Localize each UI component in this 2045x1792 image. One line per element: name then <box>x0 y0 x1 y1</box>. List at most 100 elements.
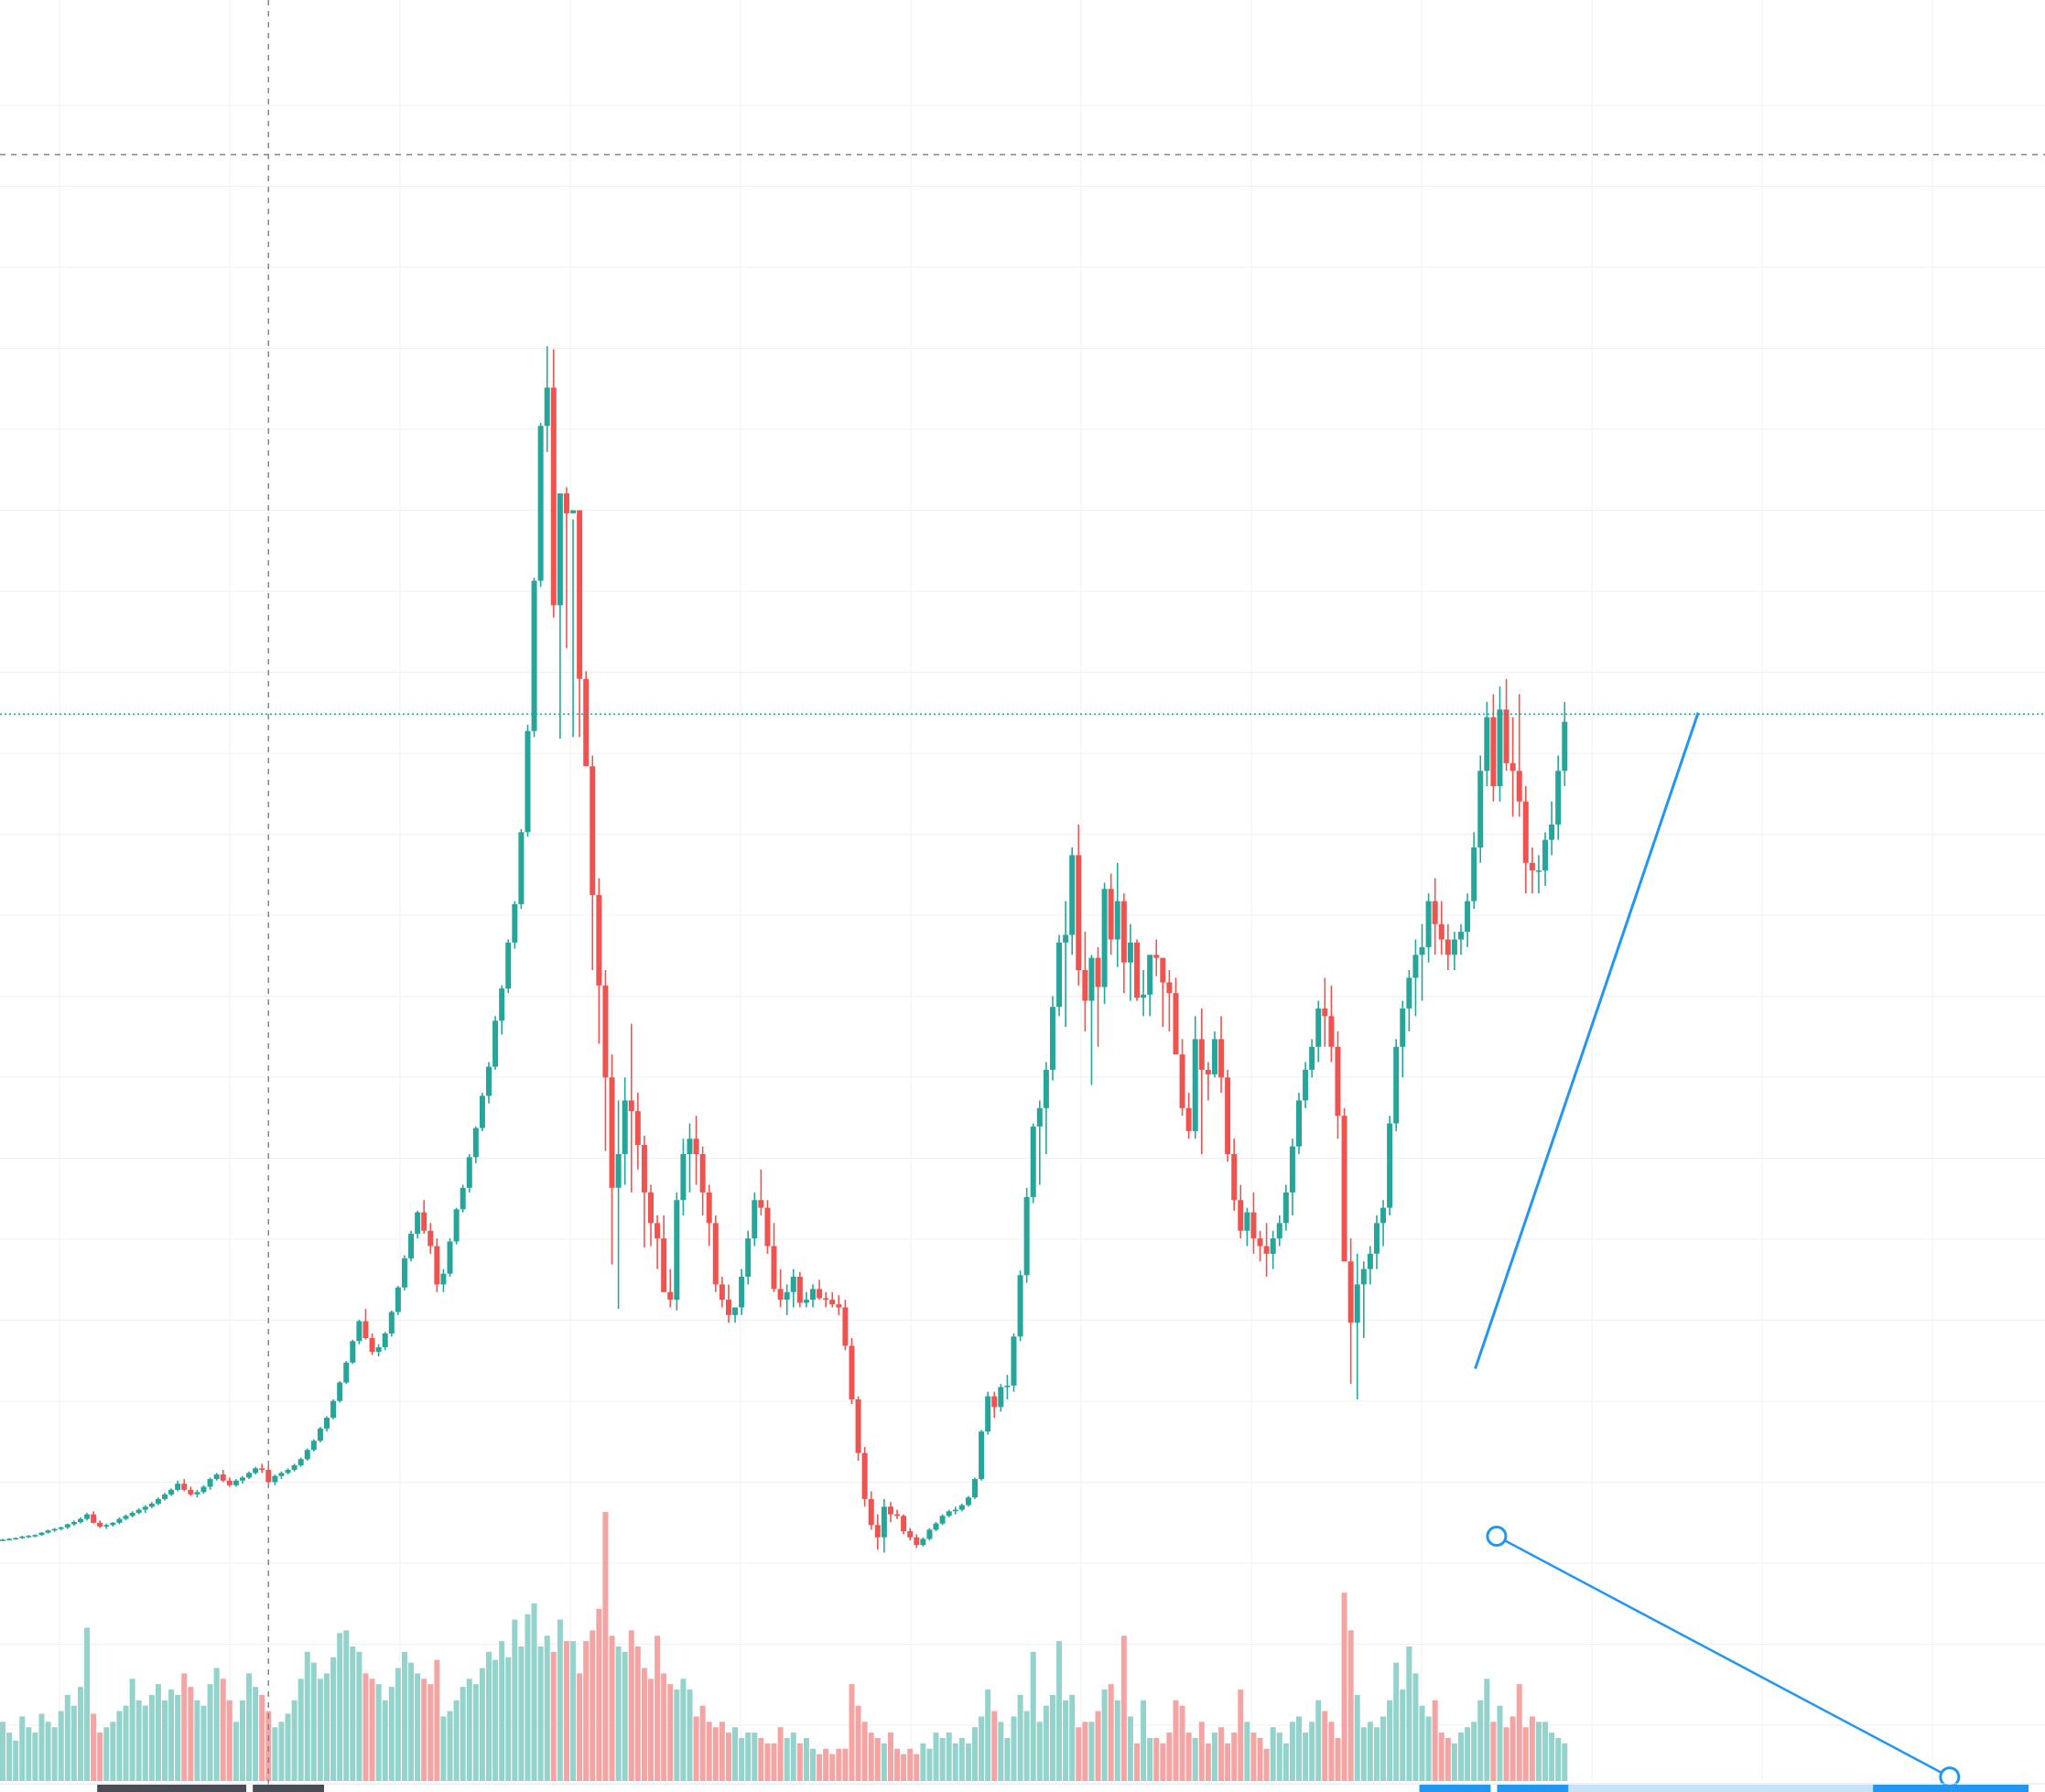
candle[interactable] <box>77 1517 83 1524</box>
candle[interactable] <box>421 1200 427 1235</box>
candle[interactable] <box>1049 996 1055 1081</box>
candle[interactable] <box>615 1100 622 1310</box>
candle[interactable] <box>764 1200 771 1254</box>
candle[interactable] <box>1088 955 1095 1085</box>
candle[interactable] <box>958 1503 965 1512</box>
candle[interactable] <box>304 1448 310 1461</box>
candle[interactable] <box>836 1295 842 1315</box>
candle[interactable] <box>894 1509 901 1519</box>
candle[interactable] <box>1438 901 1444 955</box>
candle[interactable] <box>285 1468 291 1475</box>
candle[interactable] <box>401 1255 407 1291</box>
candle[interactable] <box>790 1268 796 1308</box>
candle[interactable] <box>259 1463 265 1474</box>
candle[interactable] <box>0 1538 5 1541</box>
candle[interactable] <box>706 1184 712 1247</box>
candle[interactable] <box>544 346 550 452</box>
candle[interactable] <box>51 1528 58 1532</box>
candle[interactable] <box>570 510 577 738</box>
candle[interactable] <box>1412 939 1419 1017</box>
candle[interactable] <box>84 1512 91 1521</box>
trendline-price[interactable] <box>1474 712 1700 1369</box>
candle[interactable] <box>907 1528 914 1541</box>
candle[interactable] <box>752 1192 758 1247</box>
candle[interactable] <box>849 1338 855 1405</box>
candle[interactable] <box>1030 1123 1036 1204</box>
candle[interactable] <box>823 1291 829 1308</box>
candle[interactable] <box>1153 939 1160 977</box>
candle[interactable] <box>45 1529 51 1534</box>
candle[interactable] <box>1535 855 1542 894</box>
candle[interactable] <box>855 1396 861 1461</box>
candle[interactable] <box>1095 946 1101 1047</box>
candle[interactable] <box>641 1135 647 1248</box>
candle[interactable] <box>926 1528 933 1541</box>
candle[interactable] <box>1173 977 1179 1055</box>
candle[interactable] <box>622 1077 628 1185</box>
candle[interactable] <box>1238 1184 1244 1239</box>
candle[interactable] <box>1244 1207 1250 1247</box>
trendline-volume[interactable] <box>1496 1535 1951 1778</box>
trendline-handle-start[interactable] <box>1486 1525 1508 1547</box>
candle[interactable] <box>317 1427 323 1442</box>
candle[interactable] <box>1198 1008 1205 1154</box>
candle[interactable] <box>661 1215 667 1292</box>
time-axis-range-marker[interactable] <box>1873 1785 1952 1792</box>
candle[interactable] <box>557 493 563 739</box>
candle[interactable] <box>1303 1062 1309 1108</box>
candle[interactable] <box>1542 832 1549 886</box>
candle[interactable] <box>914 1534 920 1549</box>
candle[interactable] <box>369 1333 375 1355</box>
candle[interactable] <box>1425 893 1432 963</box>
candle[interactable] <box>181 1479 188 1492</box>
candle[interactable] <box>1043 1062 1049 1155</box>
candle[interactable] <box>1419 923 1425 1001</box>
candle[interactable] <box>1484 701 1490 786</box>
candle[interactable] <box>699 1146 706 1215</box>
candle[interactable] <box>188 1486 194 1496</box>
candle[interactable] <box>1192 1016 1198 1139</box>
candle[interactable] <box>1185 1093 1192 1139</box>
candle[interactable] <box>1225 1069 1231 1162</box>
candle[interactable] <box>1056 934 1063 1017</box>
candle[interactable] <box>58 1527 64 1531</box>
candle[interactable] <box>226 1477 233 1487</box>
candle[interactable] <box>1477 755 1484 863</box>
candle[interactable] <box>745 1230 752 1285</box>
candle[interactable] <box>1231 1139 1238 1211</box>
candle[interactable] <box>550 349 557 618</box>
candle[interactable] <box>505 939 512 994</box>
candle[interactable] <box>375 1344 382 1357</box>
candle[interactable] <box>1380 1200 1387 1247</box>
candle[interactable] <box>253 1466 259 1475</box>
candle[interactable] <box>453 1207 460 1245</box>
candle[interactable] <box>563 487 569 649</box>
candle[interactable] <box>1509 717 1516 817</box>
candle[interactable] <box>1036 1100 1043 1185</box>
candle[interactable] <box>1296 1093 1302 1154</box>
candle[interactable] <box>70 1520 77 1527</box>
candle[interactable] <box>13 1537 19 1540</box>
candle[interactable] <box>1503 678 1509 772</box>
candlestick-series[interactable] <box>0 346 1568 1553</box>
candle[interactable] <box>1270 1230 1276 1269</box>
candle[interactable] <box>803 1291 809 1308</box>
candle[interactable] <box>712 1215 719 1292</box>
candle[interactable] <box>609 1054 615 1265</box>
candle[interactable] <box>874 1514 881 1550</box>
candle[interactable] <box>233 1479 239 1487</box>
candle[interactable] <box>1400 1000 1406 1078</box>
candle[interactable] <box>655 1215 661 1269</box>
candle[interactable] <box>103 1523 110 1529</box>
candle[interactable] <box>64 1523 70 1529</box>
candle[interactable] <box>634 1093 641 1170</box>
candle[interactable] <box>1011 1333 1017 1392</box>
candle[interactable] <box>537 423 544 588</box>
candle[interactable] <box>817 1279 823 1301</box>
candle[interactable] <box>499 985 505 1035</box>
candle[interactable] <box>440 1268 447 1292</box>
candle[interactable] <box>933 1522 939 1532</box>
candle[interactable] <box>674 1192 680 1311</box>
candle[interactable] <box>38 1531 45 1537</box>
